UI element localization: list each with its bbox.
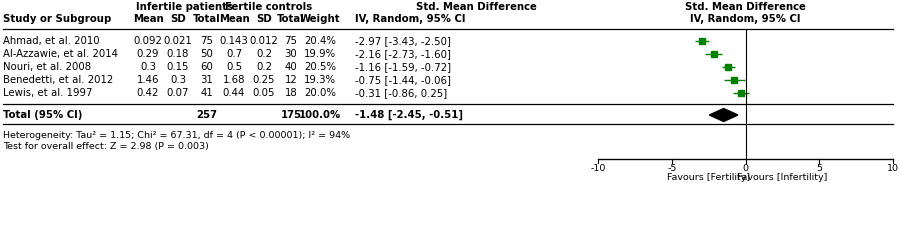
Text: Al-Azzawie, et al. 2014: Al-Azzawie, et al. 2014 (3, 49, 118, 59)
Text: Total: Total (194, 14, 220, 24)
Text: 30: 30 (284, 49, 297, 59)
Text: 0.18: 0.18 (166, 49, 189, 59)
Text: Favours [Fertility]: Favours [Fertility] (667, 173, 751, 182)
Text: 0.7: 0.7 (226, 49, 242, 59)
Text: -2.97 [-3.43, -2.50]: -2.97 [-3.43, -2.50] (355, 36, 451, 46)
Text: Nouri, et al. 2008: Nouri, et al. 2008 (3, 62, 91, 72)
Text: 10: 10 (887, 164, 899, 173)
Text: 0.44: 0.44 (223, 88, 245, 98)
Text: 41: 41 (201, 88, 213, 98)
Text: 50: 50 (201, 49, 213, 59)
Text: Weight: Weight (300, 14, 340, 24)
Text: Std. Mean Difference: Std. Mean Difference (685, 2, 806, 12)
Text: 40: 40 (284, 62, 297, 72)
Text: 0.021: 0.021 (164, 36, 193, 46)
Text: Std. Mean Difference: Std. Mean Difference (416, 2, 537, 12)
Text: 19.3%: 19.3% (304, 75, 336, 85)
Polygon shape (709, 109, 738, 121)
Text: 20.4%: 20.4% (304, 36, 336, 46)
Text: -5: -5 (667, 164, 677, 173)
Text: 18: 18 (284, 88, 297, 98)
Text: SD: SD (256, 14, 272, 24)
Text: 60: 60 (201, 62, 213, 72)
Text: 75: 75 (201, 36, 213, 46)
Text: SD: SD (170, 14, 186, 24)
Text: 31: 31 (201, 75, 213, 85)
Text: 1.46: 1.46 (137, 75, 159, 85)
Text: -1.48 [-2.45, -0.51]: -1.48 [-2.45, -0.51] (355, 110, 463, 120)
Text: Ahmad, et al. 2010: Ahmad, et al. 2010 (3, 36, 100, 46)
Text: 0: 0 (742, 164, 749, 173)
Text: Test for overall effect: Z = 2.98 (P = 0.003): Test for overall effect: Z = 2.98 (P = 0… (3, 142, 209, 150)
Text: Lewis, et al. 1997: Lewis, et al. 1997 (3, 88, 93, 98)
Text: Total: Total (277, 14, 305, 24)
Text: 0.07: 0.07 (166, 88, 189, 98)
Text: IV, Random, 95% CI: IV, Random, 95% CI (355, 14, 465, 24)
Text: -0.31 [-0.86, 0.25]: -0.31 [-0.86, 0.25] (355, 88, 447, 98)
Text: Favours [Infertility]: Favours [Infertility] (737, 173, 828, 182)
Text: 0.25: 0.25 (253, 75, 275, 85)
Text: 19.9%: 19.9% (304, 49, 336, 59)
Text: 0.15: 0.15 (166, 62, 189, 72)
Text: -10: -10 (590, 164, 606, 173)
Text: 20.0%: 20.0% (304, 88, 336, 98)
Text: Study or Subgroup: Study or Subgroup (3, 14, 112, 24)
Text: 1.68: 1.68 (223, 75, 245, 85)
Text: Total (95% CI): Total (95% CI) (3, 110, 83, 120)
Text: 0.5: 0.5 (226, 62, 242, 72)
Text: -0.75 [-1.44, -0.06]: -0.75 [-1.44, -0.06] (355, 75, 451, 85)
Text: 0.42: 0.42 (137, 88, 159, 98)
Text: 5: 5 (816, 164, 823, 173)
Text: 0.3: 0.3 (170, 75, 186, 85)
Text: Benedetti, et al. 2012: Benedetti, et al. 2012 (3, 75, 113, 85)
Text: Mean: Mean (219, 14, 249, 24)
Text: -2.16 [-2.73, -1.60]: -2.16 [-2.73, -1.60] (355, 49, 451, 59)
Text: Heterogeneity: Tau² = 1.15; Chi² = 67.31, df = 4 (P < 0.00001); I² = 94%: Heterogeneity: Tau² = 1.15; Chi² = 67.31… (3, 131, 350, 140)
Text: 0.05: 0.05 (253, 88, 275, 98)
Text: Infertile patients: Infertile patients (136, 2, 232, 12)
Text: 0.012: 0.012 (249, 36, 278, 46)
Text: 20.5%: 20.5% (304, 62, 336, 72)
Text: 0.3: 0.3 (140, 62, 156, 72)
Text: 0.143: 0.143 (220, 36, 248, 46)
Text: 0.2: 0.2 (256, 49, 272, 59)
Text: Fertile controls: Fertile controls (225, 2, 312, 12)
Text: 12: 12 (284, 75, 297, 85)
Text: 257: 257 (196, 110, 218, 120)
Text: 0.2: 0.2 (256, 62, 272, 72)
Text: IV, Random, 95% CI: IV, Random, 95% CI (690, 14, 801, 24)
Text: Mean: Mean (132, 14, 164, 24)
Text: 75: 75 (284, 36, 298, 46)
Text: -1.16 [-1.59, -0.72]: -1.16 [-1.59, -0.72] (355, 62, 451, 72)
Text: 0.29: 0.29 (137, 49, 159, 59)
Text: 0.092: 0.092 (133, 36, 162, 46)
Text: 175: 175 (281, 110, 302, 120)
Text: 100.0%: 100.0% (299, 110, 341, 120)
